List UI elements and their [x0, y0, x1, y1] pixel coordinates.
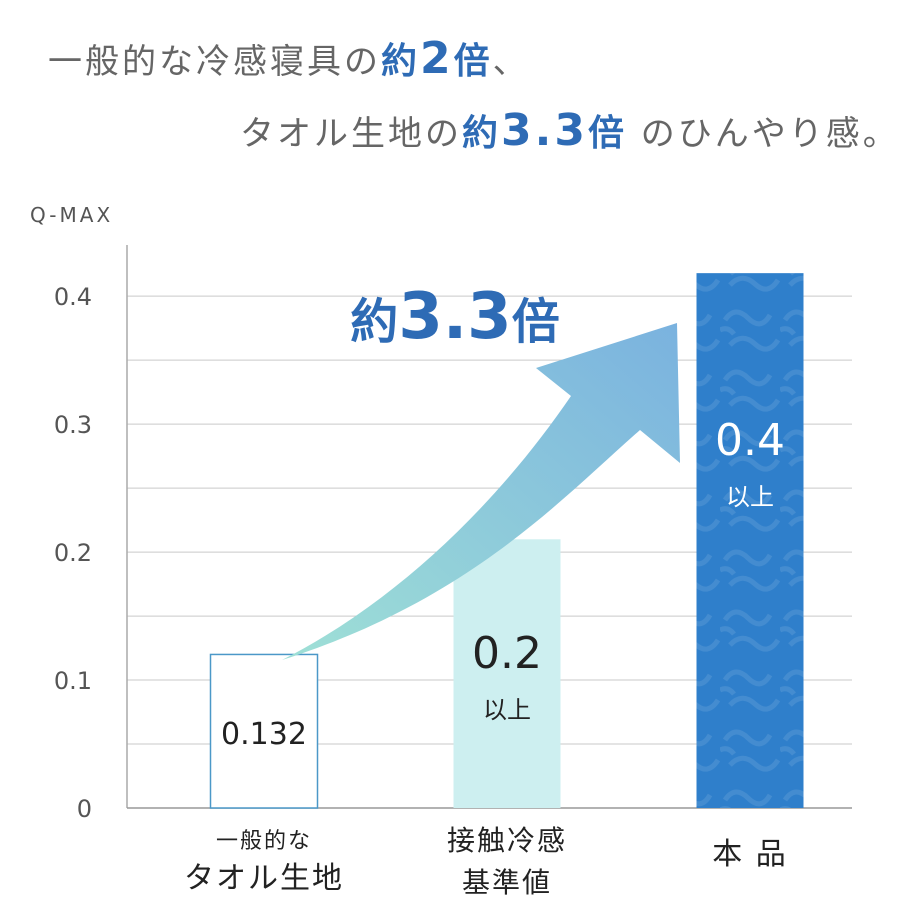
y-tick-label: 0.4	[54, 283, 92, 311]
growth-arrow	[282, 323, 680, 660]
category-label-1: 一般的な	[216, 829, 312, 854]
category-label-2: 接触冷感	[447, 824, 567, 857]
multiplier-annotation: 約3.3倍	[350, 280, 559, 354]
y-tick-label: 0.1	[54, 667, 92, 695]
headline-1-em-prefix: 約	[381, 41, 421, 82]
bars	[209, 273, 804, 809]
headline-2-em-prefix: 約	[462, 113, 502, 154]
headline-1-text: 一般的な冷感寝具の	[48, 42, 381, 82]
annotation-prefix: 約	[350, 294, 398, 350]
category-label-1-line2: タオル生地	[184, 861, 344, 896]
bar-3-texture	[696, 273, 804, 808]
headline-2-text: タオル生地の	[240, 114, 462, 154]
data-label-2: 0.2	[472, 628, 542, 679]
data-labels: 0.132 0.2 以上 0.4 以上	[221, 415, 785, 752]
annotation-number: 3.3	[398, 280, 511, 354]
bar-1	[209, 653, 319, 809]
y-tick-label: 0.2	[54, 539, 92, 567]
headline-line-2: タオル生地の約3.3倍 のひんやり感。	[240, 104, 900, 156]
headline-2-post: のひんやり感。	[640, 114, 900, 154]
headline-2-emphasis: 約3.3倍	[462, 105, 627, 156]
y-axis-ticks: 0 0.1 0.2 0.3 0.4	[54, 283, 92, 823]
data-label-3: 0.4	[715, 415, 785, 466]
headline-1-post: 、	[492, 42, 530, 82]
data-label-1: 0.132	[221, 717, 307, 752]
y-tick-label: 0	[77, 795, 92, 823]
annotation-suffix: 倍	[512, 294, 560, 350]
y-tick-label: 0.3	[54, 411, 92, 439]
headline-2-number: 3.3	[501, 105, 588, 156]
category-label-2-line2: 基準値	[462, 866, 552, 899]
data-label-2-sub: 以上	[483, 696, 531, 724]
headline-1-emphasis: 約2倍	[381, 33, 493, 84]
category-label-3: 本 品	[712, 837, 788, 872]
data-label-3-sub: 以上	[726, 483, 774, 511]
headline-line-1: 一般的な冷感寝具の約2倍、	[48, 32, 530, 84]
headline-2-em-suffix: 倍	[587, 113, 627, 154]
y-axis-title: Q-MAX	[30, 203, 113, 227]
headline-1-em-suffix: 倍	[453, 41, 493, 82]
headline-1-number: 2	[420, 33, 454, 84]
bar-2	[453, 539, 561, 808]
